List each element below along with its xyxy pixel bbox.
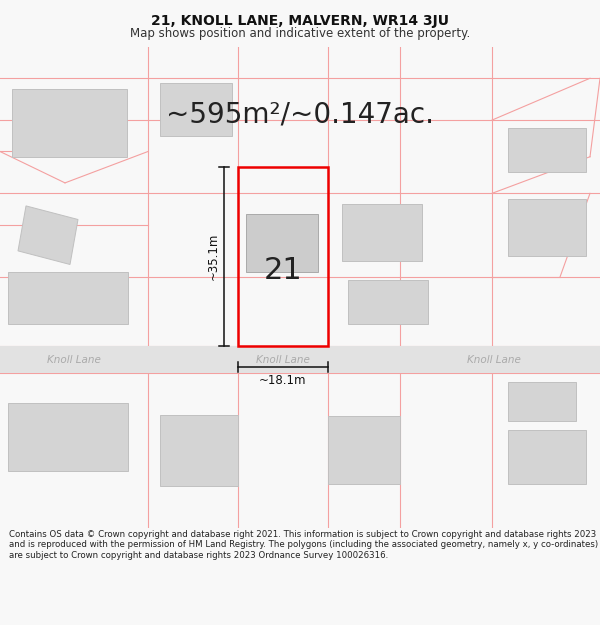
Text: Knoll Lane: Knoll Lane: [47, 355, 101, 364]
Bar: [160, 415, 238, 486]
Text: ~18.1m: ~18.1m: [259, 374, 307, 388]
Bar: [348, 280, 428, 324]
Text: 21: 21: [263, 256, 302, 286]
Text: 21, KNOLL LANE, MALVERN, WR14 3JU: 21, KNOLL LANE, MALVERN, WR14 3JU: [151, 14, 449, 28]
Bar: [160, 84, 232, 136]
Text: ~595m²/~0.147ac.: ~595m²/~0.147ac.: [166, 101, 434, 129]
Text: Contains OS data © Crown copyright and database right 2021. This information is : Contains OS data © Crown copyright and d…: [9, 530, 598, 560]
Bar: [508, 129, 586, 173]
Bar: [508, 430, 586, 484]
Bar: [342, 204, 422, 261]
Text: Knoll Lane: Knoll Lane: [467, 355, 521, 364]
Text: Map shows position and indicative extent of the property.: Map shows position and indicative extent…: [130, 28, 470, 40]
Bar: [508, 199, 586, 256]
Bar: [238, 167, 328, 346]
Polygon shape: [18, 206, 78, 264]
Bar: [328, 416, 400, 484]
Bar: [8, 272, 128, 324]
Bar: [508, 382, 576, 421]
Bar: [12, 89, 127, 157]
Bar: [0, 346, 600, 373]
Text: ~35.1m: ~35.1m: [207, 233, 220, 281]
Bar: [246, 214, 318, 272]
Text: Knoll Lane: Knoll Lane: [256, 355, 310, 364]
Bar: [8, 402, 128, 471]
